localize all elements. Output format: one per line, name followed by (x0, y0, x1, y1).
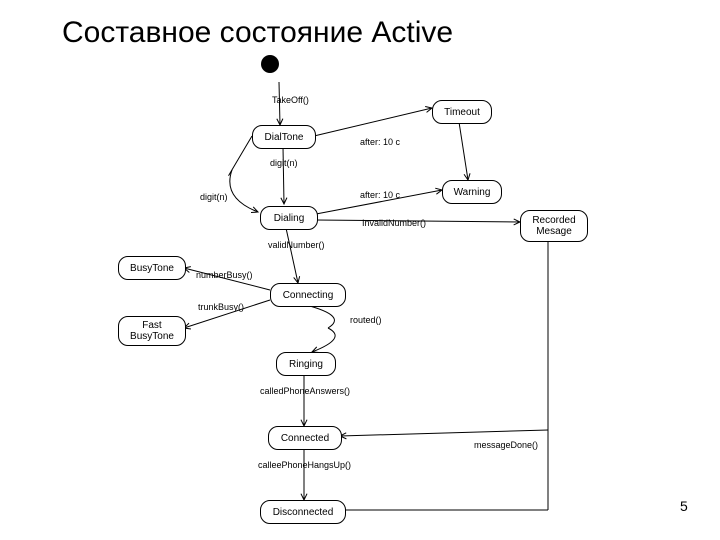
edges-layer (0, 0, 720, 540)
state-ringing: Ringing (276, 352, 336, 376)
initial-state (261, 55, 279, 73)
state-connecting: Connecting (270, 283, 346, 307)
state-busytone: BusyTone (118, 256, 186, 280)
edge-label-6: validNumber() (268, 240, 325, 250)
edge-label-0: TakeOff() (272, 95, 309, 105)
page-number: 5 (680, 498, 688, 514)
state-dialtone: DialTone (252, 125, 316, 149)
diagram-title: Составное состояние Active (62, 16, 453, 50)
edge-label-2: digit(n) (270, 158, 298, 168)
edge-label-8: trunkBusy() (198, 302, 244, 312)
edge-label-1: after: 10 c (360, 137, 400, 147)
diagram-canvas: Составное состояние Active 5 DialTone Tim… (0, 0, 720, 540)
state-fastbusy: FastBusyTone (118, 316, 186, 346)
edge-label-10: calledPhoneAnswers() (260, 386, 350, 396)
state-disconnected: Disconnected (260, 500, 346, 524)
edge-label-9: routed() (350, 315, 382, 325)
state-recorded: RecordedMesage (520, 210, 588, 242)
edge-label-12: messageDone() (474, 440, 538, 450)
state-warning: Warning (442, 180, 502, 204)
edge-label-11: calleePhoneHangsUp() (258, 460, 351, 470)
edge-label-7: numberBusy() (196, 270, 253, 280)
state-connected: Connected (268, 426, 342, 450)
edge-label-4: after: 10 c (360, 190, 400, 200)
edge-label-5: InvalidNumber() (362, 218, 426, 228)
state-timeout: Timeout (432, 100, 492, 124)
state-dialing: Dialing (260, 206, 318, 230)
edge-label-3: digit(n) (200, 192, 228, 202)
